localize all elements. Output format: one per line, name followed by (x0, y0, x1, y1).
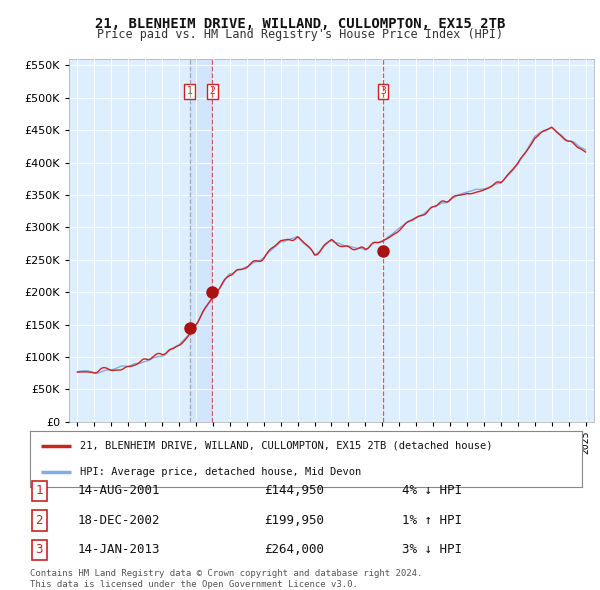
Text: Price paid vs. HM Land Registry's House Price Index (HPI): Price paid vs. HM Land Registry's House … (97, 28, 503, 41)
Text: 1: 1 (187, 86, 193, 96)
Text: 2: 2 (209, 86, 215, 96)
Text: £144,950: £144,950 (264, 484, 324, 497)
Text: HPI: Average price, detached house, Mid Devon: HPI: Average price, detached house, Mid … (80, 467, 361, 477)
Text: 18-DEC-2002: 18-DEC-2002 (78, 514, 161, 527)
Text: 14-JAN-2013: 14-JAN-2013 (78, 543, 161, 556)
Text: 4% ↓ HPI: 4% ↓ HPI (402, 484, 462, 497)
Text: 3: 3 (35, 543, 43, 556)
Text: 1% ↑ HPI: 1% ↑ HPI (402, 514, 462, 527)
Text: This data is licensed under the Open Government Licence v3.0.: This data is licensed under the Open Gov… (30, 579, 358, 589)
Text: Contains HM Land Registry data © Crown copyright and database right 2024.: Contains HM Land Registry data © Crown c… (30, 569, 422, 578)
Text: 21, BLENHEIM DRIVE, WILLAND, CULLOMPTON, EX15 2TB: 21, BLENHEIM DRIVE, WILLAND, CULLOMPTON,… (95, 17, 505, 31)
Bar (190, 59, 212, 422)
Text: 14-AUG-2001: 14-AUG-2001 (78, 484, 161, 497)
Text: 1: 1 (35, 484, 43, 497)
Text: 2: 2 (35, 514, 43, 527)
Text: 3: 3 (380, 86, 386, 96)
Text: 3% ↓ HPI: 3% ↓ HPI (402, 543, 462, 556)
Text: £199,950: £199,950 (264, 514, 324, 527)
Text: £264,000: £264,000 (264, 543, 324, 556)
Text: 21, BLENHEIM DRIVE, WILLAND, CULLOMPTON, EX15 2TB (detached house): 21, BLENHEIM DRIVE, WILLAND, CULLOMPTON,… (80, 441, 492, 451)
